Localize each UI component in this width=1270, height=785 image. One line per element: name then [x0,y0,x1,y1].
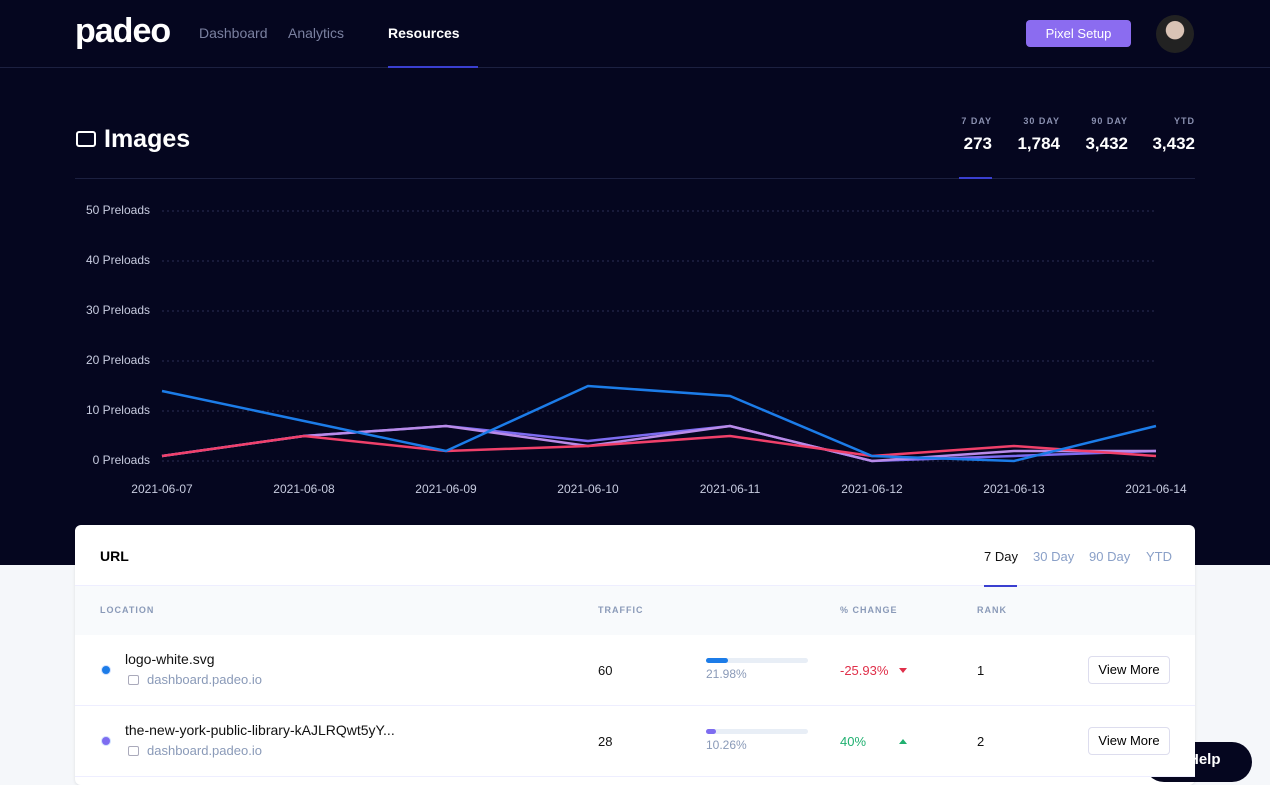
x-tick-label: 2021-06-10 [557,482,619,496]
x-tick-label: 2021-06-12 [841,482,903,496]
column-header: TRAFFIC [598,605,644,615]
url-name[interactable]: the-new-york-public-library-kAJLRQwt5yY.… [125,722,395,738]
x-tick-label: 2021-06-08 [273,482,335,496]
chart: 0 Preloads 10 Preloads 20 Preloads 30 Prelo… [86,203,1187,496]
share-bar [706,658,729,663]
nav-link[interactable]: Dashboard [199,25,268,41]
stat-underline [959,177,992,179]
x-tick-label: 2021-06-13 [983,482,1045,496]
url-domain: dashboard.padeo.io [147,672,262,687]
stat-value: 1,784 [1017,134,1060,153]
stat-value: 3,432 [1085,134,1128,153]
y-tick-label: 50 Preloads [86,203,150,217]
x-tick-label: 2021-06-11 [700,482,761,496]
column-header: % CHANGE [840,605,898,615]
view-more-button[interactable]: View More [1088,727,1170,755]
y-tick-label: 10 Preloads [86,403,150,417]
share-track [706,729,808,734]
tab-underline [984,585,1017,587]
rank: 1 [977,663,985,678]
stat-label: 90 DAY [1091,116,1128,126]
url-domain: dashboard.padeo.io [147,743,262,758]
period-tab[interactable]: 7 Day [984,549,1018,564]
pixel-setup-button[interactable]: Pixel Setup [1026,20,1131,47]
x-tick-label: 2021-06-09 [415,482,477,496]
period-tab[interactable]: 30 Day [1033,549,1075,564]
page-title: Images [104,125,191,153]
navbar [0,0,1270,68]
table-header [75,585,1195,637]
nav-link[interactable]: Resources [388,25,460,41]
series-line [161,424,1156,463]
nav-underline [388,66,478,68]
card-title: URL [100,548,129,564]
stat-value: 3,432 [1152,134,1195,153]
change-arrow [899,668,907,673]
hero-bg [0,0,1270,565]
column-header: RANK [977,605,1007,615]
avatar[interactable] [1156,15,1194,53]
period-tab[interactable]: 90 Day [1089,549,1131,564]
row [75,706,1195,777]
stat-value: 273 [963,134,992,153]
x-tick-label: 2021-06-14 [1125,482,1187,496]
divider [75,178,1195,179]
row-dot [101,665,111,675]
stat-label: 7 DAY [961,116,992,126]
url-name[interactable]: logo-white.svg [125,651,215,667]
lock-icon [128,746,139,756]
logo[interactable]: padeo [75,12,171,50]
share-track [706,658,808,663]
y-tick-label: 20 Preloads [86,353,150,367]
y-tick-label: 30 Preloads [86,303,150,317]
change-arrow [899,739,907,744]
y-tick-label: 40 Preloads [86,253,150,267]
share-label: 10.26% [706,738,747,752]
nav-link[interactable]: Analytics [288,25,345,41]
row [75,635,1195,706]
percent-change: 40% [840,734,867,749]
traffic: 28 [598,734,613,749]
rank: 2 [977,734,985,749]
series-line [161,434,1157,458]
images-icon [76,131,96,147]
stat-label: 30 DAY [1023,116,1060,126]
traffic: 60 [598,663,613,678]
column-header: LOCATION [100,605,155,615]
y-tick-label: 0 Preloads [93,453,150,467]
series-line [161,384,1157,463]
share-label: 21.98% [706,667,747,681]
view-more-button[interactable]: View More [1088,656,1170,684]
share-bar [706,729,717,734]
lock-icon [128,675,139,685]
percent-change: -25.93% [840,663,889,678]
row-dot [101,736,111,746]
x-tick-label: 2021-06-07 [131,482,193,496]
stat-label: YTD [1174,116,1195,126]
series-line [161,424,1157,463]
period-tab[interactable]: YTD [1146,549,1172,564]
